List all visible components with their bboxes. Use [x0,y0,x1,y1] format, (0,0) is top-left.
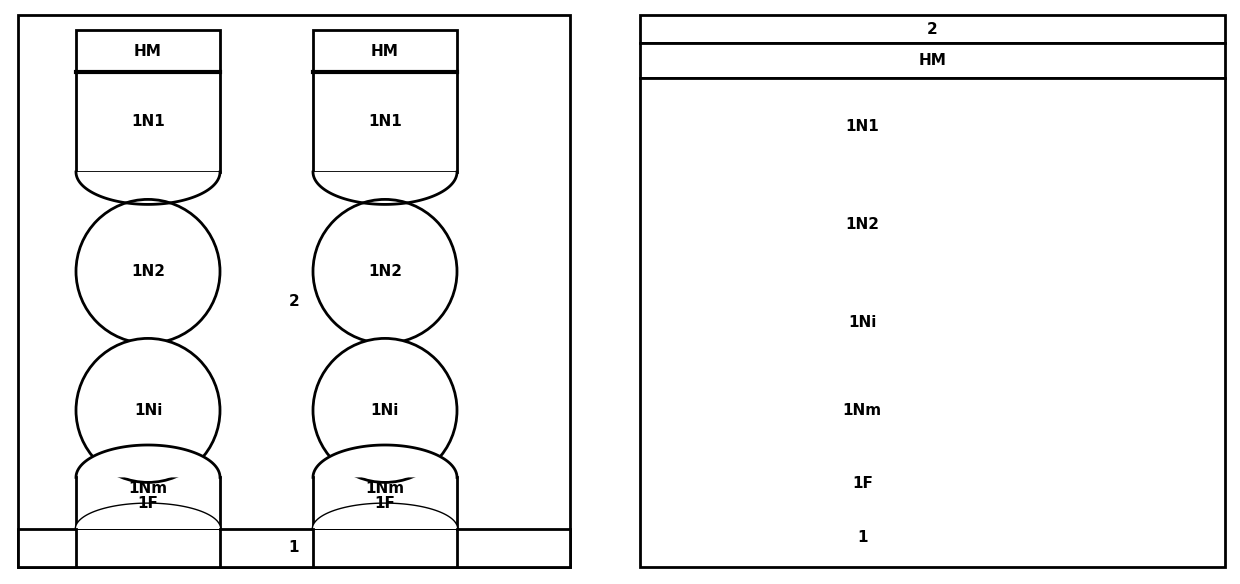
Text: 1N2: 1N2 [368,264,402,279]
Bar [76,30,219,172]
Text: 1Ni: 1Ni [848,315,877,330]
Text: 2: 2 [928,22,937,36]
Bar [19,15,570,567]
Text: 2: 2 [289,294,299,310]
Text: 1Nm: 1Nm [366,481,404,496]
Text: 1N1: 1N1 [131,114,165,130]
Bar [640,78,1225,567]
Text: 1: 1 [857,530,868,545]
Text: 1F: 1F [138,496,159,512]
Text: HM: HM [134,43,162,58]
Text: 1Nm: 1Nm [129,481,167,496]
Bar [640,43,1225,78]
Text: 1Ni: 1Ni [134,403,162,418]
Bar [19,529,570,567]
Text: HM: HM [919,53,946,68]
Text: 1N2: 1N2 [131,264,165,279]
Text: 1N1: 1N1 [846,119,879,134]
Text: 1N2: 1N2 [846,217,879,232]
Text: 1Nm: 1Nm [843,403,882,418]
Polygon shape [312,172,458,204]
Bar [312,30,458,172]
Polygon shape [76,504,219,529]
Text: 1Ni: 1Ni [371,403,399,418]
Ellipse shape [76,338,219,482]
Ellipse shape [312,199,458,343]
Text: 1F: 1F [852,477,873,491]
Polygon shape [312,445,458,477]
Text: 1N1: 1N1 [368,114,402,130]
Ellipse shape [312,338,458,482]
Bar [314,530,456,566]
Polygon shape [76,445,219,477]
Text: 1: 1 [289,541,299,555]
Ellipse shape [76,199,219,343]
Text: HM: HM [371,43,399,58]
Text: 1F: 1F [374,496,396,512]
Bar [77,530,219,566]
Bar [640,15,1225,43]
Polygon shape [76,172,219,204]
Polygon shape [312,504,458,529]
